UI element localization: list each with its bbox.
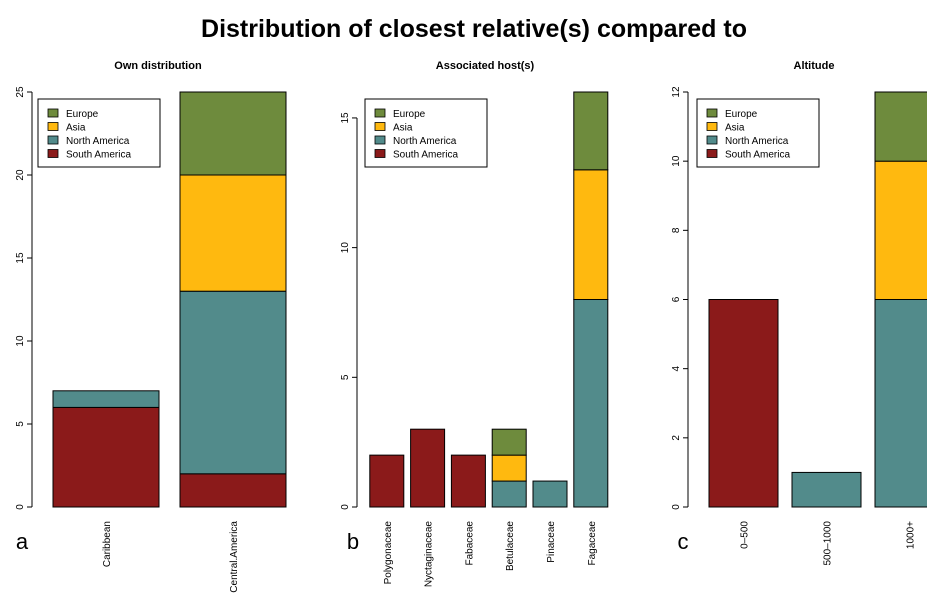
- legend-label: South America: [66, 150, 131, 161]
- panel-letter: a: [16, 529, 29, 554]
- category-label: Central.America: [229, 521, 240, 593]
- y-tick-label: 20: [15, 169, 26, 181]
- legend-label: North America: [66, 136, 130, 147]
- legend-label: Asia: [725, 123, 745, 134]
- legend-label: Asia: [66, 123, 86, 134]
- panel-letter: c: [678, 529, 689, 554]
- y-tick-label: 2: [671, 435, 682, 441]
- y-tick-label: 10: [340, 242, 351, 254]
- chart-main-title: Distribution of closest relative(s) comp…: [201, 15, 747, 43]
- category-label: Polygonaceae: [383, 521, 394, 585]
- category-label: Betulaceae: [505, 521, 516, 571]
- category-label: 1000+: [906, 521, 917, 549]
- bar-segment-asia: [874, 160, 927, 300]
- y-tick-label: 0: [15, 504, 26, 510]
- bar-segment-asia: [573, 169, 609, 300]
- panel-title: Associated host(s): [436, 60, 535, 72]
- y-tick-label: 8: [671, 227, 682, 233]
- legend-swatch: [706, 122, 718, 131]
- y-tick-label: 10: [671, 155, 682, 167]
- legend-label: Europe: [393, 109, 426, 120]
- category-label: 0–500: [740, 521, 751, 549]
- legend-label: North America: [393, 136, 457, 147]
- chart-panel-b: Associated host(s) 0 5 10 15 Polygonaceae Nyct…: [340, 60, 609, 588]
- y-tick-label: 10: [15, 335, 26, 347]
- bar-segment-south-america: [369, 454, 405, 508]
- bar-segment-south-america: [708, 299, 779, 508]
- bar-segment-north-america: [532, 480, 568, 508]
- bar-segment-south-america: [179, 473, 287, 508]
- category-label: Pinaceae: [546, 521, 557, 563]
- legend-swatch: [374, 149, 386, 158]
- chart-panel-a: Own distribution 0 5 10 15 20 25 Caribbean Centr…: [15, 60, 287, 593]
- panel-title: Altitude: [794, 60, 835, 72]
- panel-letter: b: [347, 529, 359, 554]
- y-tick-label: 0: [671, 504, 682, 510]
- y-tick-label: 25: [15, 86, 26, 98]
- legend-swatch: [374, 135, 386, 145]
- y-tick-label: 15: [15, 252, 26, 264]
- y-tick-label: 15: [340, 112, 351, 124]
- bar-segment-europe: [179, 91, 287, 176]
- bar-segment-north-america: [573, 299, 609, 508]
- y-tick-label: 0: [340, 504, 351, 510]
- bar-segment-europe: [573, 91, 609, 171]
- legend-swatch: [47, 149, 59, 158]
- y-tick-label: 12: [671, 86, 682, 98]
- bar-segment-asia: [491, 454, 527, 482]
- legend-swatch: [706, 108, 718, 118]
- legend-swatch: [47, 122, 59, 131]
- bar-segment-south-america: [52, 406, 160, 508]
- bar-segment-north-america: [52, 390, 160, 408]
- category-label: Nyctaginaceae: [424, 521, 435, 588]
- bar-segment-north-america: [874, 299, 927, 508]
- bar-segment-north-america: [179, 290, 287, 475]
- category-label: Fagaceae: [587, 521, 598, 566]
- legend-label: Asia: [393, 123, 413, 134]
- legend-label: Europe: [725, 109, 758, 120]
- legend-swatch: [706, 135, 718, 145]
- legend-swatch: [374, 122, 386, 131]
- legend: Europe Asia North America South America: [364, 98, 488, 168]
- chart-panel-c: Altitude 0 2 4 6 8 10 12 0–500 500–1000 1000+ Europ…: [671, 60, 927, 566]
- y-tick-label: 5: [15, 421, 26, 427]
- legend-label: North America: [725, 136, 789, 147]
- legend-label: Europe: [66, 109, 99, 120]
- bar-segment-north-america: [491, 480, 527, 508]
- y-tick-label: 6: [671, 296, 682, 302]
- legend-swatch: [47, 108, 59, 118]
- bar-segment-south-america: [410, 428, 446, 508]
- category-label: 500–1000: [823, 521, 834, 566]
- bar-segment-asia: [179, 174, 287, 292]
- legend: Europe Asia North America South America: [696, 98, 820, 168]
- legend-label: South America: [725, 150, 790, 161]
- legend-swatch: [706, 149, 718, 158]
- bar-segment-south-america: [450, 454, 486, 508]
- bar-segment-europe: [491, 428, 527, 456]
- y-tick-label: 4: [671, 365, 682, 371]
- legend-swatch: [47, 135, 59, 145]
- bar-segment-north-america: [791, 471, 862, 508]
- legend: Europe Asia North America South America: [37, 98, 161, 168]
- category-label: Fabaceae: [464, 521, 475, 566]
- legend-label: South America: [393, 150, 458, 161]
- y-tick-label: 5: [340, 374, 351, 380]
- legend-swatch: [374, 108, 386, 118]
- panel-title: Own distribution: [114, 60, 202, 72]
- category-label: Caribbean: [102, 521, 113, 567]
- bar-segment-europe: [874, 91, 927, 162]
